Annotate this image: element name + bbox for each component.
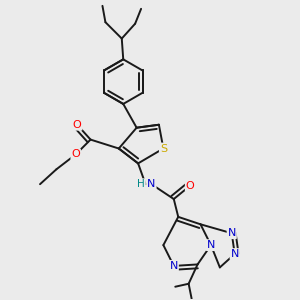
Text: N: N (147, 179, 156, 189)
Text: N: N (169, 261, 178, 271)
Text: N: N (207, 240, 215, 250)
Text: H: H (137, 179, 145, 189)
Text: S: S (160, 143, 167, 154)
Text: O: O (73, 120, 82, 130)
Text: O: O (186, 181, 194, 191)
Text: N: N (230, 249, 239, 259)
Text: N: N (227, 228, 236, 238)
Text: O: O (71, 149, 80, 160)
